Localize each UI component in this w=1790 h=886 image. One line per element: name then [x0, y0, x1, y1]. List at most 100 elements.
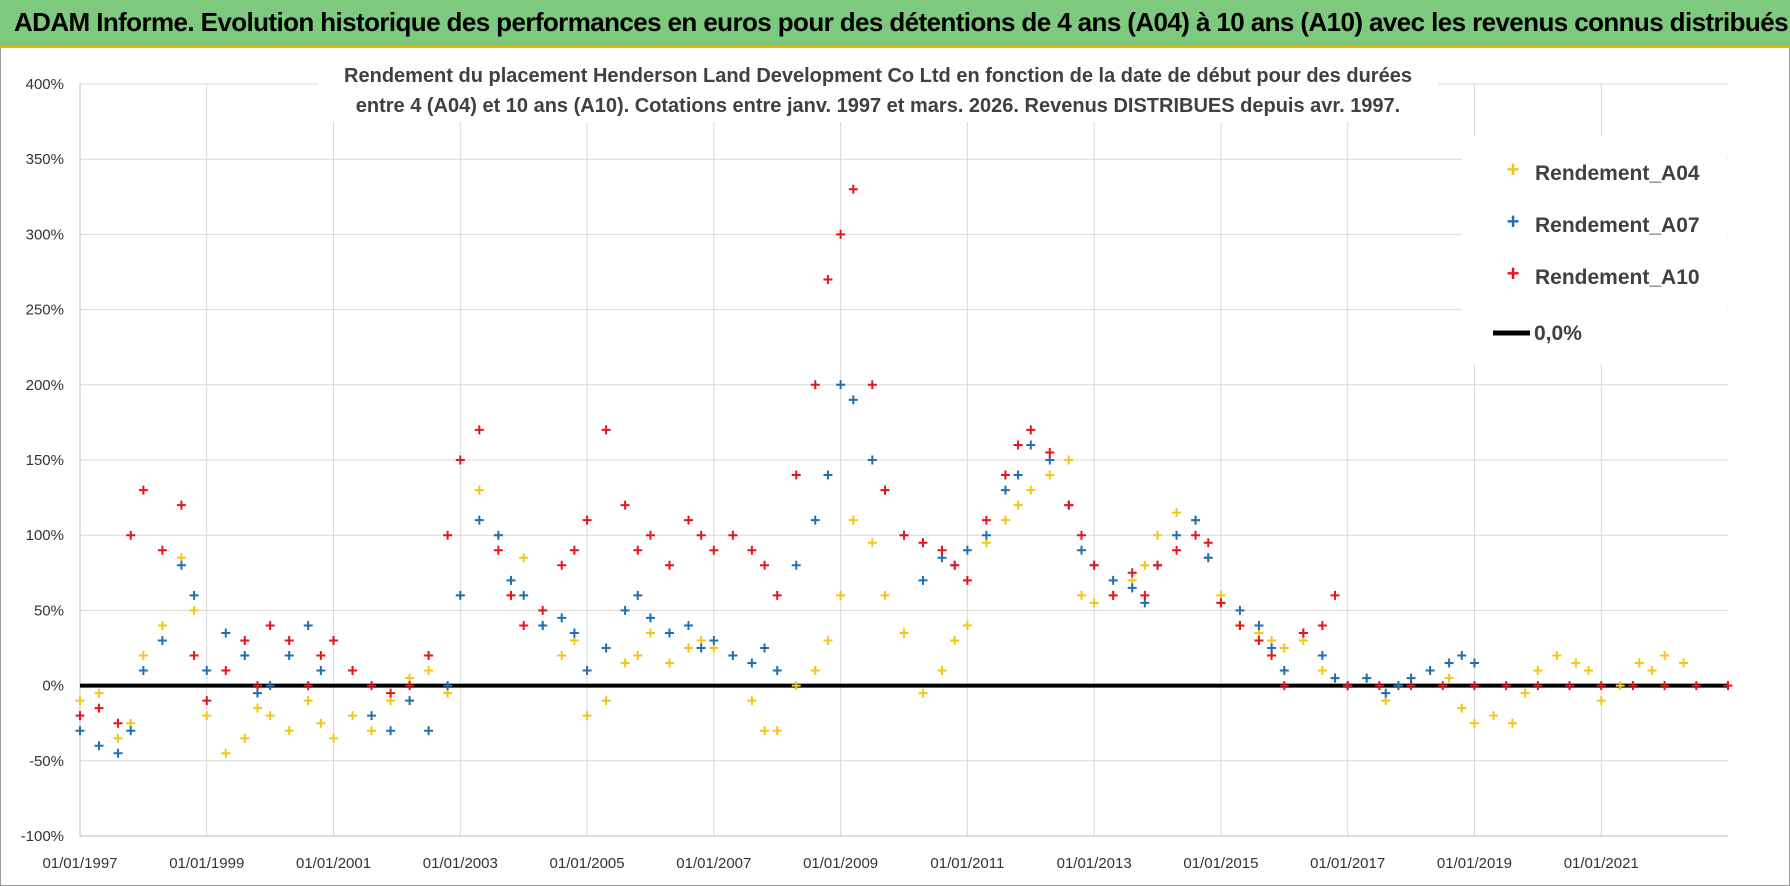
- data-point: [316, 651, 326, 661]
- data-point: [1488, 711, 1498, 721]
- data-point: [75, 696, 85, 706]
- data-point: [880, 485, 890, 495]
- data-point: [1520, 688, 1530, 698]
- data-point: [645, 628, 655, 638]
- legend-marker-a04: +: [1507, 157, 1520, 182]
- data-point: [424, 666, 434, 676]
- data-point: [94, 703, 104, 713]
- data-point: [1381, 696, 1391, 706]
- data-point: [1026, 485, 1036, 495]
- y-axis: -100% -50% 0% 50% 100% 150% 200% 250% 300% 350% 40…: [21, 76, 64, 845]
- series-Rendement_A04: [75, 455, 1689, 758]
- data-point: [303, 696, 313, 706]
- x-axis: 01/01/1997 01/01/1999 01/01/2001 01/01/2003…: [42, 855, 1638, 872]
- data-point: [519, 620, 529, 630]
- x-tick-label: 01/01/2015: [1183, 855, 1258, 872]
- data-point: [405, 673, 415, 683]
- data-point: [848, 395, 858, 405]
- data-point: [1596, 696, 1606, 706]
- data-point: [918, 538, 928, 548]
- data-point: [367, 681, 377, 691]
- data-point: [1507, 718, 1517, 728]
- legend-marker-a10: +: [1507, 261, 1520, 286]
- data-point: [1013, 500, 1023, 510]
- data-point: [557, 560, 567, 570]
- x-tick-label: 01/01/1997: [42, 855, 117, 872]
- data-point: [538, 605, 548, 615]
- data-point: [848, 515, 858, 525]
- data-point: [189, 651, 199, 661]
- data-point: [918, 688, 928, 698]
- data-point: [823, 635, 833, 645]
- data-point: [696, 635, 706, 645]
- data-point: [1153, 560, 1163, 570]
- data-point: [962, 545, 972, 555]
- data-point: [747, 658, 757, 668]
- data-point: [126, 718, 136, 728]
- y-tick-label: -50%: [29, 753, 64, 770]
- data-point: [265, 681, 275, 691]
- data-point: [1076, 545, 1086, 555]
- data-point: [823, 470, 833, 480]
- data-point: [443, 688, 453, 698]
- data-point: [709, 545, 719, 555]
- data-point: [1343, 681, 1353, 691]
- data-point: [620, 605, 630, 615]
- data-point: [474, 425, 484, 435]
- legend-marker-a07: +: [1507, 209, 1520, 234]
- data-point: [265, 711, 275, 721]
- data-point: [202, 711, 212, 721]
- y-tick-label: 350%: [26, 151, 64, 168]
- data-point: [1425, 666, 1435, 676]
- data-point: [810, 666, 820, 676]
- data-point: [1026, 440, 1036, 450]
- data-point: [937, 545, 947, 555]
- legend-label-a07: Rendement_A07: [1535, 214, 1700, 237]
- data-point: [221, 666, 231, 676]
- data-point: [1076, 530, 1086, 540]
- data-point: [1469, 658, 1479, 668]
- data-point: [443, 530, 453, 540]
- data-point: [94, 688, 104, 698]
- data-point: [252, 703, 262, 713]
- data-point: [424, 651, 434, 661]
- data-point: [633, 651, 643, 661]
- data-point: [1045, 455, 1055, 465]
- data-point: [937, 553, 947, 563]
- data-point: [1089, 560, 1099, 570]
- data-point: [569, 545, 579, 555]
- data-point: [252, 681, 262, 691]
- data-point: [1374, 681, 1384, 691]
- data-point: [1153, 530, 1163, 540]
- data-point: [1393, 681, 1403, 691]
- data-point: [329, 733, 339, 743]
- x-tick-label: 01/01/2007: [676, 855, 751, 872]
- data-point: [455, 455, 465, 465]
- data-point: [176, 553, 186, 563]
- data-point: [221, 628, 231, 638]
- data-point: [747, 545, 757, 555]
- data-point: [176, 500, 186, 510]
- data-point: [918, 575, 928, 585]
- series-Rendement_A07: [75, 380, 1479, 758]
- data-point: [1279, 681, 1289, 691]
- data-point: [569, 628, 579, 638]
- data-point: [867, 380, 877, 390]
- data-point: [265, 620, 275, 630]
- data-point: [1000, 515, 1010, 525]
- data-point: [1533, 681, 1543, 691]
- data-point: [709, 635, 719, 645]
- data-point: [981, 530, 991, 540]
- data-point: [1457, 703, 1467, 713]
- data-point: [696, 530, 706, 540]
- data-point: [1596, 681, 1606, 691]
- data-point: [664, 560, 674, 570]
- data-point: [1000, 485, 1010, 495]
- data-point: [1501, 681, 1511, 691]
- data-point: [810, 515, 820, 525]
- data-point: [405, 696, 415, 706]
- data-point: [1045, 447, 1055, 457]
- data-point: [950, 635, 960, 645]
- data-point: [1216, 590, 1226, 600]
- data-point: [367, 711, 377, 721]
